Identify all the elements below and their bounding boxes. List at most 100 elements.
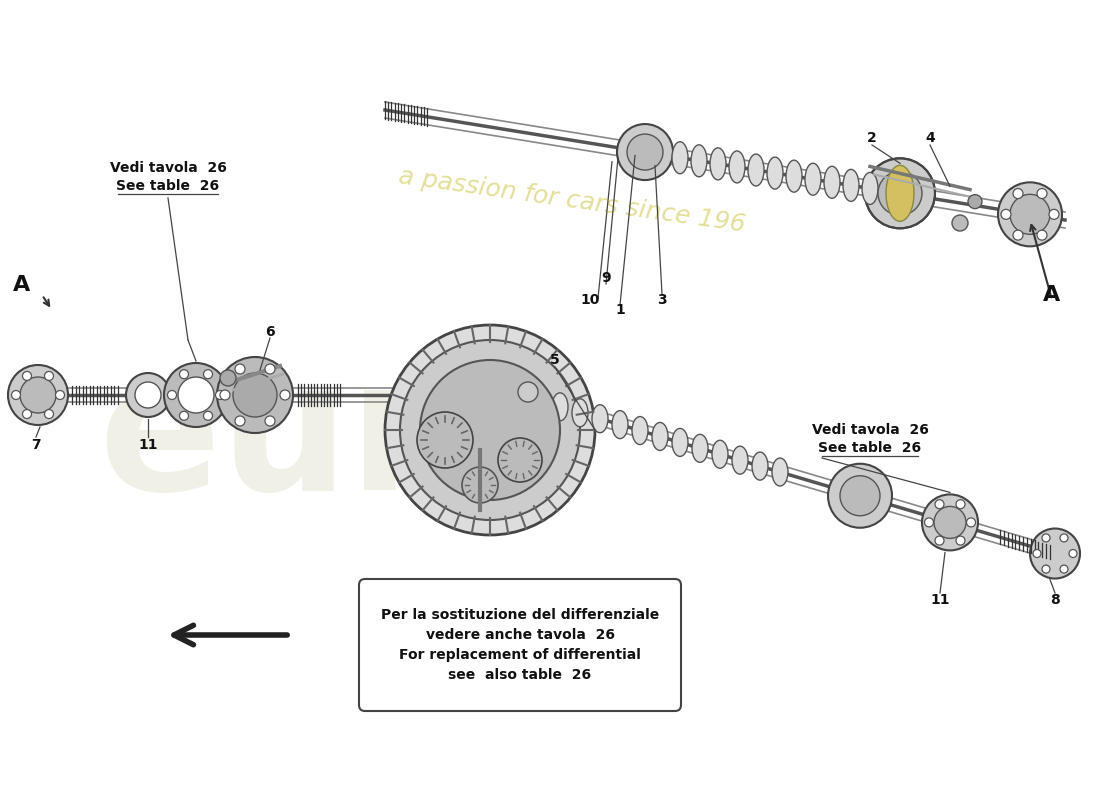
Ellipse shape [420, 360, 560, 500]
Ellipse shape [632, 417, 648, 445]
Ellipse shape [952, 215, 968, 231]
Ellipse shape [691, 145, 707, 177]
Ellipse shape [1042, 534, 1050, 542]
Ellipse shape [22, 371, 32, 381]
Ellipse shape [752, 452, 768, 480]
Ellipse shape [1060, 534, 1068, 542]
Text: 9: 9 [602, 271, 610, 285]
Ellipse shape [1033, 550, 1041, 558]
Text: A: A [13, 275, 31, 295]
Ellipse shape [1013, 189, 1023, 198]
Ellipse shape [767, 157, 783, 189]
Ellipse shape [1069, 550, 1077, 558]
Text: 2: 2 [867, 131, 877, 145]
Ellipse shape [572, 398, 588, 426]
Ellipse shape [220, 390, 230, 400]
Ellipse shape [8, 365, 68, 425]
Ellipse shape [617, 124, 673, 180]
Ellipse shape [772, 458, 788, 486]
Ellipse shape [592, 405, 608, 433]
Ellipse shape [828, 464, 892, 528]
Ellipse shape [967, 518, 976, 527]
Ellipse shape [135, 382, 161, 408]
Ellipse shape [164, 363, 228, 427]
Ellipse shape [710, 148, 726, 180]
Ellipse shape [498, 438, 542, 482]
Text: Vedi tavola  26: Vedi tavola 26 [812, 423, 928, 437]
Ellipse shape [265, 416, 275, 426]
Ellipse shape [935, 500, 944, 509]
Ellipse shape [179, 411, 188, 420]
Ellipse shape [627, 134, 663, 170]
Text: Vedi tavola  26: Vedi tavola 26 [110, 161, 227, 175]
Text: 1: 1 [615, 303, 625, 317]
Text: See table  26: See table 26 [818, 441, 922, 455]
Text: See table  26: See table 26 [117, 179, 220, 193]
Ellipse shape [20, 377, 56, 413]
Text: 6: 6 [265, 325, 275, 339]
Ellipse shape [865, 158, 935, 228]
Ellipse shape [786, 160, 802, 192]
Ellipse shape [552, 393, 568, 421]
Ellipse shape [1037, 189, 1047, 198]
Ellipse shape [179, 370, 188, 378]
Ellipse shape [1030, 529, 1080, 578]
Ellipse shape [220, 370, 236, 386]
Ellipse shape [748, 154, 764, 186]
Ellipse shape [235, 364, 245, 374]
Text: 11: 11 [931, 593, 949, 607]
Ellipse shape [417, 412, 473, 468]
Ellipse shape [265, 364, 275, 374]
Ellipse shape [956, 536, 965, 545]
Ellipse shape [843, 170, 859, 202]
Text: A: A [1044, 285, 1060, 305]
Ellipse shape [732, 446, 748, 474]
Ellipse shape [44, 410, 54, 418]
Ellipse shape [235, 416, 245, 426]
Ellipse shape [924, 518, 934, 527]
Ellipse shape [934, 506, 966, 538]
Ellipse shape [878, 171, 922, 215]
Text: euro: euro [98, 352, 562, 528]
Ellipse shape [126, 373, 170, 417]
Ellipse shape [956, 500, 965, 509]
Ellipse shape [652, 422, 668, 450]
Text: Per la sostituzione del differenziale: Per la sostituzione del differenziale [381, 608, 659, 622]
Ellipse shape [204, 370, 212, 378]
Ellipse shape [400, 340, 580, 520]
Text: 10: 10 [581, 293, 600, 307]
Ellipse shape [672, 142, 688, 174]
Text: a passion for cars since 196: a passion for cars since 196 [397, 164, 747, 236]
Ellipse shape [1037, 230, 1047, 240]
Text: 5: 5 [550, 353, 560, 367]
Ellipse shape [886, 166, 914, 222]
Ellipse shape [385, 325, 595, 535]
Ellipse shape [217, 357, 293, 433]
Text: vedere anche tavola  26: vedere anche tavola 26 [426, 628, 615, 642]
Ellipse shape [280, 390, 290, 400]
Ellipse shape [1042, 565, 1050, 573]
Ellipse shape [998, 182, 1062, 246]
Ellipse shape [729, 151, 745, 183]
Ellipse shape [204, 411, 212, 420]
Ellipse shape [1013, 230, 1023, 240]
Text: 8: 8 [1050, 593, 1060, 607]
Ellipse shape [44, 371, 54, 381]
Ellipse shape [862, 173, 878, 205]
Text: For replacement of differential: For replacement of differential [399, 648, 641, 662]
Ellipse shape [22, 410, 32, 418]
Ellipse shape [805, 163, 821, 195]
Text: 3: 3 [657, 293, 667, 307]
Ellipse shape [167, 390, 176, 399]
Ellipse shape [233, 373, 277, 417]
Ellipse shape [824, 166, 840, 198]
Ellipse shape [55, 390, 65, 399]
Ellipse shape [712, 440, 728, 468]
Ellipse shape [935, 536, 944, 545]
FancyBboxPatch shape [359, 579, 681, 711]
Ellipse shape [1060, 565, 1068, 573]
Ellipse shape [840, 476, 880, 516]
Ellipse shape [1049, 210, 1059, 219]
Text: 11: 11 [139, 438, 157, 452]
Text: see  also table  26: see also table 26 [449, 668, 592, 682]
